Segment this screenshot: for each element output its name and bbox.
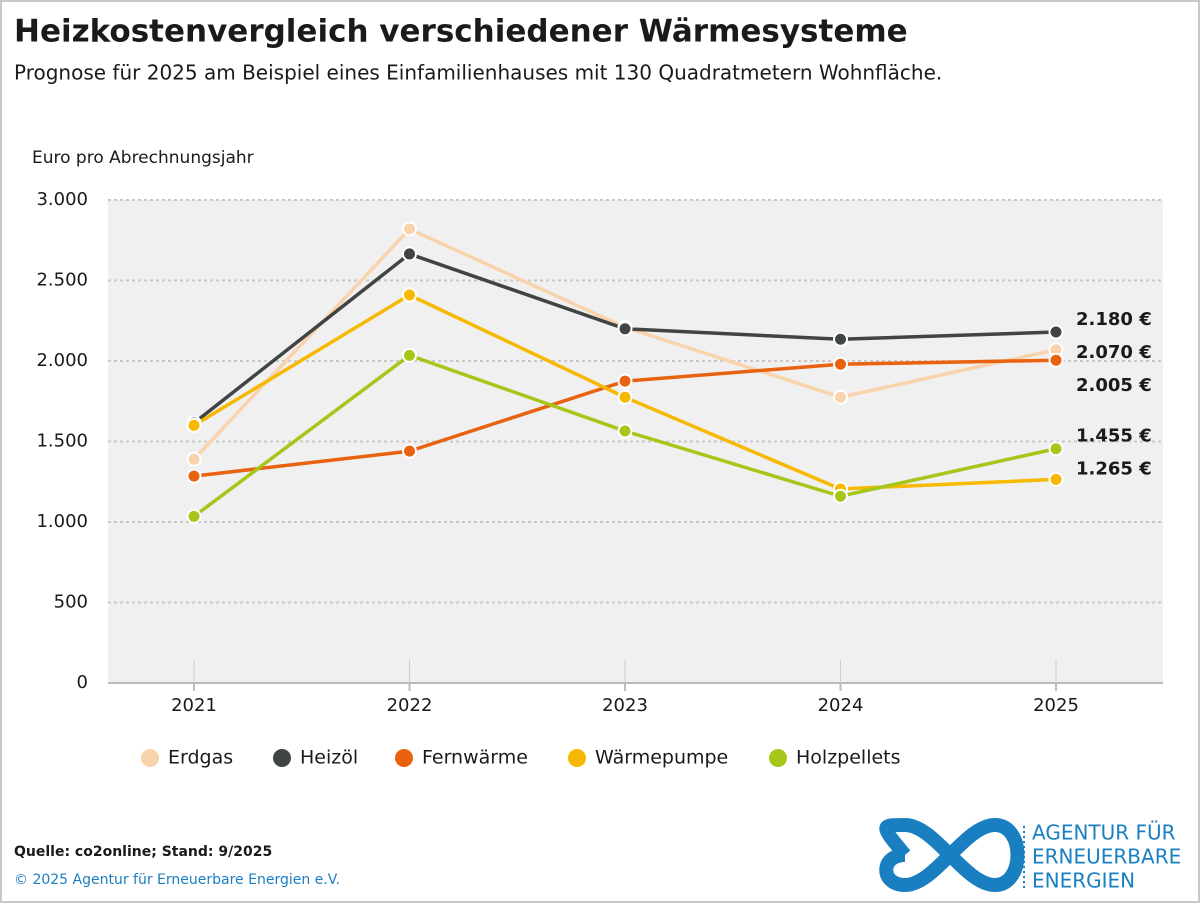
x-tick-label: 2021 (171, 695, 217, 716)
data-point (1048, 471, 1064, 487)
y-tick-label: 2.500 (36, 270, 88, 291)
data-point (833, 488, 848, 504)
data-point (402, 221, 417, 237)
legend-label: Wärmepumpe (595, 747, 728, 769)
data-point (617, 423, 633, 439)
data-point (186, 451, 202, 467)
x-tick-label: 2023 (602, 695, 648, 716)
data-point (833, 389, 848, 405)
data-point (186, 468, 202, 484)
legend-label: Fernwärme (422, 747, 528, 769)
chart-title: Heizkostenvergleich verschiedener Wärmes… (14, 14, 908, 50)
legend-label: Erdgas (168, 747, 233, 769)
copyright: © 2025 Agentur für Erneuerbare Energien … (14, 872, 340, 888)
data-point (402, 246, 417, 262)
data-point (833, 356, 848, 372)
data-point (1048, 352, 1064, 368)
y-tick-label: 500 (54, 592, 88, 613)
data-point (617, 373, 633, 389)
x-tick-label: 2024 (818, 695, 864, 716)
x-tick-label: 2025 (1033, 695, 1079, 716)
legend-label: Holzpellets (796, 747, 901, 769)
value-label: 2.070 € (1076, 342, 1152, 363)
data-point (1048, 441, 1064, 457)
y-tick-label: 1.500 (36, 431, 88, 452)
logo-text: ENERGIEN (1032, 869, 1135, 893)
legend-marker (769, 749, 787, 767)
y-tick-label: 0 (77, 672, 88, 693)
y-tick-label: 3.000 (36, 189, 88, 210)
y-axis-label: Euro pro Abrechnungsjahr (32, 148, 254, 168)
value-label: 1.265 € (1076, 459, 1152, 480)
legend-marker (395, 749, 413, 767)
legend-marker (141, 749, 159, 767)
value-label: 2.180 € (1076, 309, 1152, 330)
data-point (402, 347, 417, 363)
data-point (833, 331, 848, 347)
data-point (402, 443, 417, 459)
chart-subtitle: Prognose für 2025 am Beispiel eines Einf… (14, 61, 942, 85)
value-label: 2.005 € (1076, 375, 1152, 396)
logo-text: AGENTUR FÜR (1032, 821, 1176, 845)
x-tick-label: 2022 (387, 695, 433, 716)
data-point (402, 287, 417, 303)
source: Quelle: co2online; Stand: 9/2025 (14, 844, 272, 860)
legend-marker (568, 749, 586, 767)
legend-marker (273, 749, 291, 767)
y-tick-label: 2.000 (36, 350, 88, 371)
logo: AGENTUR FÜR ERNEUERBARE ENERGIEN (879, 817, 1181, 893)
value-label: 1.455 € (1076, 426, 1152, 447)
y-tick-label: 1.000 (36, 511, 88, 532)
data-point (186, 508, 202, 524)
data-point (617, 321, 633, 337)
data-point (186, 417, 202, 433)
legend-label: Heizöl (300, 747, 358, 769)
logo-icon (879, 817, 1025, 893)
data-point (1048, 324, 1064, 340)
logo-text: ERNEUERBARE (1032, 845, 1181, 869)
data-point (617, 389, 633, 405)
